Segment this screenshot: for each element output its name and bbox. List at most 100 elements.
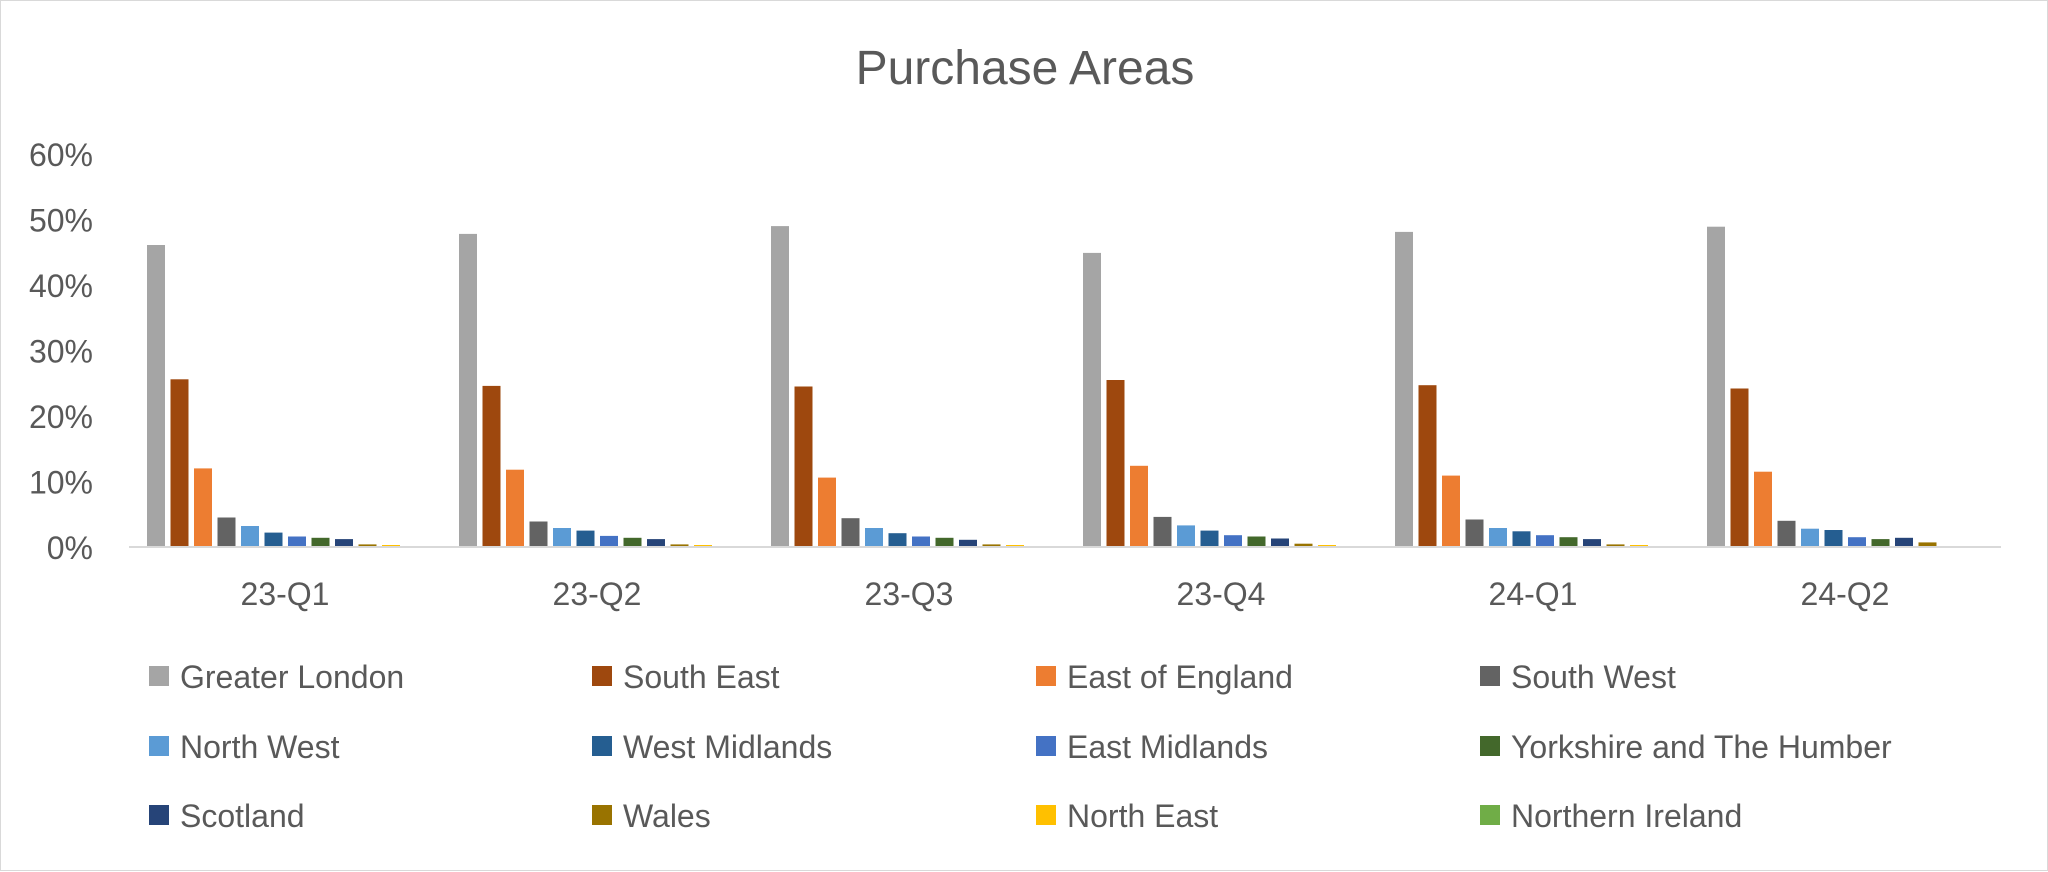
bar (935, 537, 954, 547)
legend-label: Northern Ireland (1511, 798, 1742, 834)
bar (818, 477, 836, 547)
bar (865, 528, 883, 547)
bar (576, 530, 595, 547)
bar (1395, 231, 1413, 547)
x-tick-label: 23-Q1 (241, 576, 330, 612)
y-tick-label: 60% (29, 137, 93, 173)
bar (1536, 535, 1554, 547)
bar (1606, 544, 1625, 547)
bar (1777, 520, 1796, 547)
y-axis-ticks: 0% 10% 20% 30% 40% 50% 60% (29, 137, 93, 566)
x-tick-label: 23-Q2 (553, 576, 642, 612)
legend-swatch (1480, 736, 1500, 756)
legend-swatch (1036, 666, 1056, 686)
bar (529, 521, 548, 547)
bar (264, 532, 283, 547)
bar (1130, 465, 1148, 547)
bar (794, 386, 813, 547)
bar (1083, 252, 1101, 547)
bar (959, 539, 977, 547)
x-tick-label: 24-Q1 (1489, 576, 1578, 612)
y-tick-label: 50% (29, 203, 93, 239)
legend-swatch (149, 736, 169, 756)
y-tick-label: 30% (29, 334, 93, 370)
bar (1559, 537, 1578, 547)
bar (841, 518, 860, 547)
bar (1730, 388, 1749, 547)
bars (147, 226, 1960, 547)
bar (553, 528, 571, 547)
bar (1489, 528, 1507, 547)
bar (623, 537, 642, 547)
bar (1418, 385, 1437, 547)
legend-label: East Midlands (1067, 729, 1268, 765)
bar (1177, 525, 1195, 547)
bar (194, 468, 212, 547)
bar (1247, 536, 1266, 547)
bar (1848, 537, 1866, 547)
bar (1801, 528, 1819, 547)
legend-swatch (1036, 736, 1056, 756)
legend-swatch (1480, 805, 1500, 825)
bar (459, 233, 477, 547)
bar (1871, 539, 1890, 547)
legend-label: North East (1067, 798, 1218, 834)
legend-label: West Midlands (623, 729, 832, 765)
legend-swatch (592, 736, 612, 756)
x-axis-labels: 23-Q1 23-Q2 23-Q3 23-Q4 24-Q1 24-Q2 (241, 576, 1890, 612)
legend-swatch (1480, 666, 1500, 686)
y-tick-label: 40% (29, 268, 93, 304)
bar (217, 517, 236, 547)
bar (771, 226, 789, 547)
legend-swatch (1036, 805, 1056, 825)
bar (1824, 530, 1843, 547)
legend-label: Wales (623, 798, 711, 834)
y-tick-label: 10% (29, 465, 93, 501)
legend-label: Yorkshire and The Humber (1511, 729, 1892, 765)
bar (670, 544, 689, 547)
bar (241, 526, 259, 547)
legend: Greater London South East East of England S… (149, 659, 1892, 834)
bar (1583, 539, 1601, 547)
legend-swatch (592, 805, 612, 825)
bar (600, 535, 618, 547)
bar (1224, 535, 1242, 547)
legend-swatch (592, 666, 612, 686)
bar (912, 536, 930, 547)
bar (170, 379, 189, 547)
bar (1707, 226, 1725, 547)
bar (288, 536, 306, 547)
x-tick-label: 23-Q4 (1177, 576, 1266, 612)
legend-swatch (149, 666, 169, 686)
bar (311, 537, 330, 547)
x-tick-label: 24-Q2 (1801, 576, 1890, 612)
bar (1294, 543, 1313, 547)
legend-label: South East (623, 659, 780, 695)
y-tick-label: 0% (47, 530, 93, 566)
bar (982, 544, 1001, 547)
legend-label: North West (180, 729, 340, 765)
bar (1895, 537, 1913, 547)
y-tick-label: 20% (29, 399, 93, 435)
bar (506, 469, 524, 547)
bar (1918, 542, 1937, 547)
bar (647, 539, 665, 547)
bar (1465, 519, 1484, 547)
bar (1271, 538, 1289, 547)
legend-label: Greater London (180, 659, 404, 695)
bar (888, 533, 907, 547)
x-tick-label: 23-Q3 (865, 576, 954, 612)
bar (147, 245, 165, 547)
bar (1200, 530, 1219, 547)
bar (1512, 531, 1531, 547)
legend-swatch (149, 805, 169, 825)
legend-label: East of England (1067, 659, 1293, 695)
bar (1442, 475, 1460, 547)
bar (358, 544, 377, 547)
legend-label: South West (1511, 659, 1676, 695)
bar (1754, 471, 1772, 547)
bar (335, 539, 353, 547)
chart-title: Purchase Areas (856, 42, 1195, 95)
